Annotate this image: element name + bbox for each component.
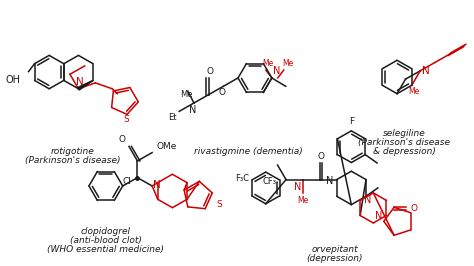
Text: F: F — [349, 117, 354, 126]
Text: (Parkinson's disease): (Parkinson's disease) — [25, 156, 121, 165]
Text: Me: Me — [408, 87, 419, 96]
Text: & depression): & depression) — [373, 147, 436, 156]
Text: N: N — [75, 77, 83, 87]
Text: N: N — [422, 66, 430, 76]
Text: Me: Me — [297, 196, 309, 205]
Text: CF₃: CF₃ — [263, 177, 277, 186]
Text: OH: OH — [6, 74, 20, 85]
Text: selegiline: selegiline — [383, 129, 425, 138]
Text: Et: Et — [168, 113, 176, 122]
Text: (depression): (depression) — [306, 254, 363, 263]
Text: F₃C: F₃C — [235, 173, 249, 182]
Text: (Parkinson's disease: (Parkinson's disease — [358, 138, 450, 147]
Text: N: N — [273, 66, 280, 76]
Text: O: O — [219, 88, 226, 97]
Text: N: N — [375, 211, 383, 221]
Text: N: N — [327, 176, 334, 186]
Text: N: N — [293, 181, 301, 192]
Text: Me: Me — [180, 90, 192, 99]
Text: S: S — [216, 200, 222, 209]
Text: O: O — [119, 135, 126, 144]
Text: O: O — [317, 152, 324, 161]
Text: Cl: Cl — [122, 177, 131, 186]
Text: Me: Me — [282, 59, 293, 68]
Text: O: O — [206, 67, 213, 76]
Text: N: N — [364, 195, 371, 205]
Text: (anti-blood clot): (anti-blood clot) — [70, 236, 142, 245]
Text: O: O — [411, 204, 418, 213]
Text: rotigotine: rotigotine — [51, 147, 95, 156]
Text: N: N — [189, 105, 197, 115]
Text: N: N — [153, 180, 161, 190]
Text: S: S — [123, 115, 129, 124]
Text: (WHO essential medicine): (WHO essential medicine) — [47, 245, 164, 254]
Text: clopidogrel: clopidogrel — [81, 227, 131, 236]
Polygon shape — [78, 80, 93, 90]
Text: Me: Me — [262, 59, 273, 68]
Text: OMe: OMe — [156, 142, 176, 151]
Text: orvepitant: orvepitant — [311, 245, 358, 254]
Text: rivastigmine (dementia): rivastigmine (dementia) — [193, 147, 302, 156]
